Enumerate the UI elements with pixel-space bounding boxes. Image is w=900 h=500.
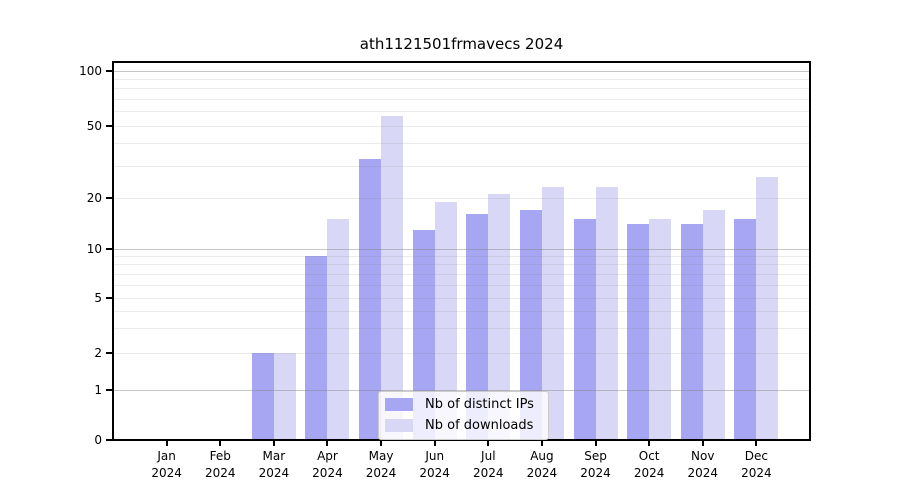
y-tick-50 xyxy=(106,125,112,127)
plot-border xyxy=(112,61,811,441)
y-tick-5 xyxy=(106,297,112,299)
legend-label-distinct-ips: Nb of distinct IPs xyxy=(425,397,534,412)
x-tick-jun xyxy=(433,441,436,446)
bar-downloads-sep xyxy=(595,187,618,440)
gridline-80 xyxy=(113,88,810,90)
gridline-1 xyxy=(113,389,810,391)
gridline-30 xyxy=(113,165,810,167)
x-tick-dec xyxy=(755,441,758,446)
y-tick-label-5: 5 xyxy=(94,291,102,305)
x-tick-label-feb: Feb 2024 xyxy=(204,449,236,480)
bar-ips-sep xyxy=(573,219,596,440)
bar-downloads-aug xyxy=(541,187,564,440)
x-tick-label-jan: Jan 2024 xyxy=(151,449,182,480)
y-tick-label-1: 1 xyxy=(94,383,102,397)
legend-swatch-distinct-ips xyxy=(385,398,413,411)
bar-ips-dec xyxy=(734,219,757,440)
x-tick-label-dec: Dec 2024 xyxy=(741,449,772,480)
legend-item-downloads: Nb of downloads xyxy=(385,419,534,432)
bar-downloads-may xyxy=(381,115,404,440)
x-tick-label-apr: Apr 2024 xyxy=(312,449,343,480)
x-tick-label-mar: Mar 2024 xyxy=(258,449,290,480)
gridline-10 xyxy=(113,248,810,250)
gridline-60 xyxy=(113,111,810,113)
bar-ips-jul xyxy=(466,214,489,440)
x-tick-jul xyxy=(487,441,490,446)
bar-ips-jun xyxy=(412,229,435,440)
gridline-2 xyxy=(113,352,810,354)
x-tick-may xyxy=(380,441,383,446)
bar-ips-apr xyxy=(305,256,328,440)
x-tick-label-jun: Jun 2024 xyxy=(419,449,450,480)
y-tick-10 xyxy=(106,248,112,250)
chart-title: ath1121501frmavecs 2024 xyxy=(359,35,564,53)
bar-ips-mar xyxy=(251,353,274,440)
legend-label-downloads: Nb of downloads xyxy=(425,418,534,433)
gridline-8 xyxy=(113,264,810,266)
y-tick-label-0: 0 xyxy=(94,433,102,447)
x-tick-oct xyxy=(648,441,651,446)
y-tick-label-100: 100 xyxy=(79,64,102,78)
gridline-20 xyxy=(113,197,810,199)
y-tick-0 xyxy=(106,439,112,441)
bar-ips-may xyxy=(359,158,382,440)
gridline-9 xyxy=(113,255,810,257)
y-tick-1 xyxy=(106,389,112,391)
legend: Nb of distinct IPs Nb of downloads xyxy=(378,391,549,440)
legend-swatch-downloads xyxy=(385,419,413,432)
gridline-70 xyxy=(113,98,810,100)
bar-downloads-jul xyxy=(488,194,511,440)
gridline-100 xyxy=(113,70,810,72)
x-tick-label-jul: Jul 2024 xyxy=(473,449,504,480)
bar-ips-nov xyxy=(680,224,703,440)
gridline-90 xyxy=(113,78,810,80)
bar-downloads-mar xyxy=(273,353,296,440)
x-tick-feb xyxy=(219,441,222,446)
gridline-3 xyxy=(113,328,810,330)
gridline-5 xyxy=(113,297,810,299)
legend-item-distinct-ips: Nb of distinct IPs xyxy=(385,398,534,411)
y-tick-label-2: 2 xyxy=(94,346,102,360)
x-tick-nov xyxy=(701,441,704,446)
gridline-50 xyxy=(113,125,810,127)
y-tick-label-20: 20 xyxy=(86,191,102,205)
x-tick-sep xyxy=(594,441,597,446)
x-tick-jan xyxy=(165,441,168,446)
x-tick-apr xyxy=(326,441,329,446)
bar-downloads-nov xyxy=(702,209,725,440)
bar-downloads-dec xyxy=(756,177,779,440)
y-tick-20 xyxy=(106,197,112,199)
gridline-7 xyxy=(113,273,810,275)
bar-downloads-oct xyxy=(649,219,672,440)
y-tick-label-10: 10 xyxy=(86,242,102,256)
x-tick-label-oct: Oct 2024 xyxy=(633,449,665,480)
bar-downloads-jun xyxy=(434,201,457,440)
bar-downloads-apr xyxy=(327,219,350,440)
x-tick-mar xyxy=(272,441,275,446)
x-tick-label-aug: Aug 2024 xyxy=(526,449,558,480)
gridline-6 xyxy=(113,284,810,286)
gridline-4 xyxy=(113,310,810,312)
x-tick-label-may: May 2024 xyxy=(365,449,397,480)
y-tick-100 xyxy=(106,70,112,72)
x-tick-label-nov: Nov 2024 xyxy=(687,449,719,480)
y-tick-label-50: 50 xyxy=(86,119,102,133)
bar-ips-aug xyxy=(519,209,542,440)
gridline-40 xyxy=(113,143,810,145)
x-tick-label-sep: Sep 2024 xyxy=(580,449,611,480)
y-tick-2 xyxy=(106,352,112,354)
x-tick-aug xyxy=(540,441,543,446)
bar-ips-oct xyxy=(627,224,650,440)
